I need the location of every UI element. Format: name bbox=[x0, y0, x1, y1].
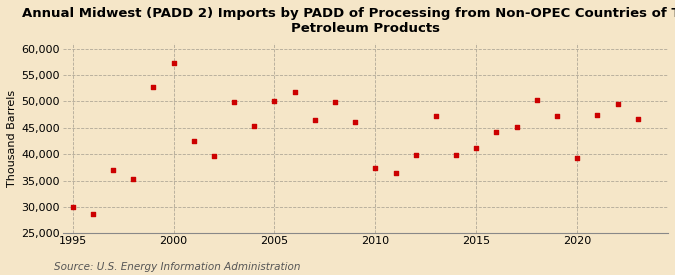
Point bbox=[592, 112, 603, 117]
Point bbox=[390, 170, 401, 175]
Point bbox=[410, 152, 421, 157]
Point bbox=[209, 153, 219, 158]
Point bbox=[148, 85, 159, 89]
Point bbox=[531, 98, 542, 103]
Point bbox=[572, 156, 583, 160]
Point bbox=[128, 177, 138, 182]
Point bbox=[370, 166, 381, 170]
Point bbox=[632, 117, 643, 122]
Point bbox=[471, 145, 482, 150]
Point bbox=[431, 114, 441, 118]
Point bbox=[229, 100, 240, 104]
Point bbox=[290, 90, 300, 95]
Point bbox=[188, 139, 199, 143]
Point bbox=[491, 130, 502, 135]
Text: Source: U.S. Energy Information Administration: Source: U.S. Energy Information Administ… bbox=[54, 262, 300, 272]
Point bbox=[249, 124, 260, 128]
Point bbox=[87, 211, 98, 216]
Point bbox=[107, 168, 118, 172]
Point bbox=[551, 113, 562, 118]
Point bbox=[451, 152, 462, 157]
Point bbox=[612, 102, 623, 107]
Point bbox=[68, 205, 78, 209]
Point bbox=[350, 120, 360, 125]
Point bbox=[309, 118, 320, 122]
Title: Annual Midwest (PADD 2) Imports by PADD of Processing from Non-OPEC Countries of: Annual Midwest (PADD 2) Imports by PADD … bbox=[22, 7, 675, 35]
Y-axis label: Thousand Barrels: Thousand Barrels bbox=[7, 90, 17, 187]
Point bbox=[329, 100, 340, 104]
Point bbox=[168, 61, 179, 65]
Point bbox=[269, 99, 280, 103]
Point bbox=[511, 125, 522, 129]
